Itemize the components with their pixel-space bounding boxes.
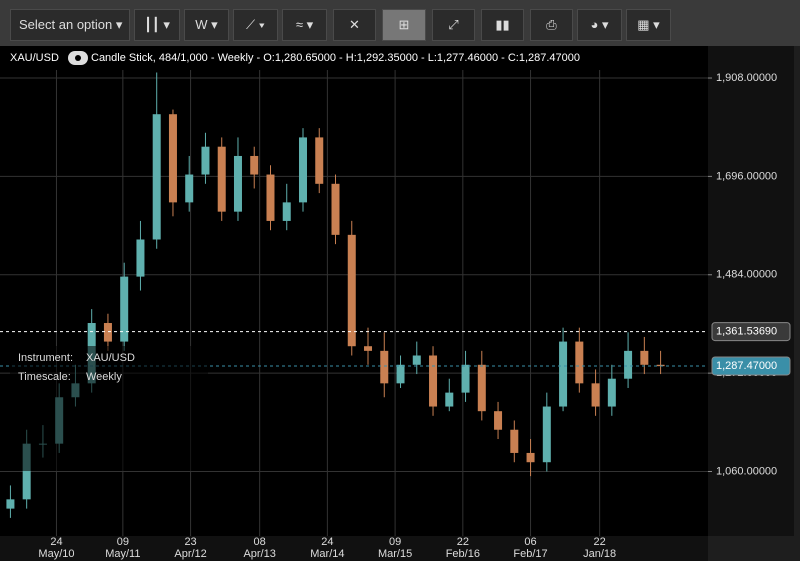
candle-body	[6, 499, 15, 509]
x-tick-label: 23	[184, 536, 196, 548]
x-tick-period: Feb/17	[513, 548, 547, 560]
candle-body	[542, 406, 551, 463]
candle-body	[233, 155, 242, 212]
timescale-button[interactable]: W ▾	[184, 9, 229, 41]
candle-body	[380, 350, 389, 384]
candle-body	[168, 114, 177, 203]
candle-body	[640, 350, 649, 365]
reference-label: 1,287.47000	[716, 360, 777, 372]
candle-body	[412, 355, 421, 365]
timescale-label: W	[195, 17, 208, 32]
language-button[interactable]: ▦ ▾	[626, 9, 671, 41]
x-tick-period: Mar/14	[310, 548, 344, 560]
candle-body	[185, 174, 194, 203]
candle-body	[22, 443, 31, 500]
select[interactable]: Select an option ▾	[10, 9, 130, 41]
candle-body	[103, 323, 112, 342]
x-tick-label: 22	[594, 536, 606, 548]
candle-body	[396, 364, 405, 384]
draw-button[interactable]: ⟋ ▾	[233, 9, 278, 41]
reference-box	[711, 322, 791, 342]
y-tick-label: 1,484.00000	[716, 269, 777, 281]
eye-pupil	[75, 55, 81, 61]
y-axis-area	[708, 46, 794, 536]
candle-body	[559, 341, 568, 407]
candle-body	[315, 137, 324, 184]
candle-body	[136, 239, 145, 277]
candle-body	[526, 452, 535, 463]
x-tick-label: 06	[524, 536, 536, 548]
candle-body	[298, 137, 307, 203]
x-tick-label: 09	[117, 536, 129, 548]
theme-button[interactable]: ◕ ▾	[577, 9, 622, 41]
volume-button[interactable]: ▮▮	[481, 9, 524, 41]
candle-body	[250, 155, 259, 175]
candle-body	[510, 429, 519, 453]
candle-body	[201, 146, 210, 175]
overlay-instrument: XAU/USD	[86, 352, 135, 364]
x-tick-label: 08	[254, 536, 266, 548]
reference-box	[711, 356, 791, 376]
candle-body	[429, 355, 438, 407]
x-tick-period: May/11	[105, 548, 140, 560]
y-tick-label: 1,060.00000	[716, 465, 777, 477]
candle-body	[607, 378, 616, 407]
overlay-timescale-label: Timescale:	[18, 371, 71, 383]
candle-body	[591, 383, 600, 407]
candle-body	[445, 392, 454, 407]
candle-body	[624, 350, 633, 379]
candle-body	[461, 364, 470, 393]
y-tick-label: 1,696.00000	[716, 170, 777, 182]
candle-body	[331, 183, 340, 235]
fullscreen-button[interactable]: ⤢	[432, 9, 475, 41]
candle-body	[494, 411, 503, 430]
overlay-panel	[10, 346, 208, 471]
candle-body	[266, 174, 275, 221]
candle-body	[120, 276, 129, 342]
x-tick-label: 24	[321, 536, 333, 548]
print-button[interactable]: ⎙	[530, 9, 573, 41]
select-label: Select an option	[19, 17, 113, 32]
reference-label: 1,361.53690	[716, 325, 777, 337]
x-tick-label: 09	[389, 536, 401, 548]
x-tick-period: Feb/16	[446, 548, 480, 560]
x-tick-label: 22	[457, 536, 469, 548]
chart-type-button[interactable]: ┃┃ ▾	[134, 9, 180, 41]
overlay-timescale: Weekly	[86, 371, 122, 383]
clear-button[interactable]: ✕	[333, 9, 376, 41]
candle-body	[347, 234, 356, 347]
candle-body	[217, 146, 226, 212]
x-tick-period: Apr/13	[243, 548, 275, 560]
candle-body	[282, 202, 291, 221]
x-tick-period: May/10	[38, 548, 74, 560]
crosshair-button[interactable]: ⊞	[382, 9, 426, 41]
x-tick-period: Jan/18	[583, 548, 616, 560]
chart: XAU/USD Candle Stick, 484/1,000 - Weekly…	[0, 46, 794, 561]
toolbar: Select an option ▾ ┃┃ ▾ W ▾ ⟋ ▾ ≈ ▾ ✕ ⊞ …	[0, 0, 800, 46]
y-tick-label: 1,908.00000	[716, 72, 777, 84]
x-tick-label: 24	[50, 536, 62, 548]
overlay-instrument-label: Instrument:	[18, 352, 73, 364]
x-tick-period: Apr/12	[174, 548, 206, 560]
candle-body	[477, 364, 486, 412]
candle-body	[575, 341, 584, 384]
x-axis-area	[0, 536, 708, 561]
indicator-button[interactable]: ≈ ▾	[282, 9, 327, 41]
candle-body	[364, 346, 373, 351]
symbol: XAU/USD	[10, 52, 59, 64]
candle-body	[152, 114, 161, 240]
x-tick-period: Mar/15	[378, 548, 412, 560]
info: Candle Stick, 484/1,000 - Weekly - O:1,2…	[91, 52, 580, 64]
